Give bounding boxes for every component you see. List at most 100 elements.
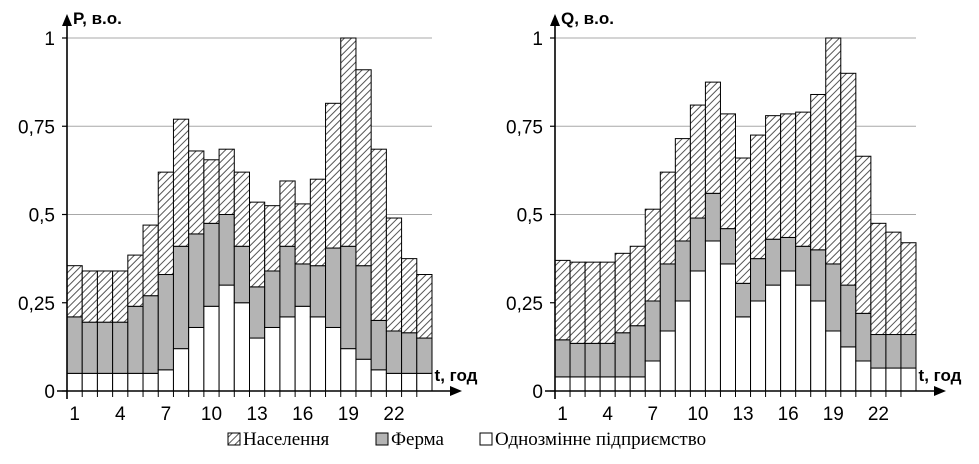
bar-enterprise-6 — [142, 372, 159, 392]
bar-farm-24 — [416, 337, 433, 374]
x-tick-label: 13 — [247, 404, 268, 425]
bar-enterprise-18 — [325, 326, 342, 392]
x-axis-label: t, год — [919, 366, 962, 385]
y-tick-label: 1 — [44, 29, 55, 50]
y-axis-arrow — [62, 14, 72, 26]
bar-population-3 — [96, 270, 114, 323]
bar-population-10 — [689, 104, 706, 219]
bar-enterprise-10 — [203, 305, 220, 392]
bar-enterprise-24 — [416, 372, 433, 392]
bar-farm-12 — [719, 228, 736, 265]
x-tick-label: 22 — [868, 404, 889, 425]
bar-enterprise-6 — [629, 376, 646, 392]
legend-label-population: Населення — [243, 429, 330, 450]
bar-enterprise-18 — [810, 300, 827, 392]
bar-farm-12 — [233, 245, 251, 304]
bar-farm-14 — [750, 258, 767, 302]
bar-population-12 — [233, 171, 251, 247]
bar-population-2 — [81, 270, 98, 323]
bar-population-15 — [765, 115, 782, 240]
x-tick-label: 22 — [383, 404, 404, 425]
bar-population-9 — [674, 138, 691, 242]
bar-population-18 — [325, 102, 342, 249]
x-tick-label: 4 — [115, 404, 126, 425]
legend-swatch-farm — [375, 432, 389, 446]
bar-enterprise-3 — [96, 372, 114, 392]
bar-population-20 — [355, 69, 372, 267]
bar-farm-6 — [142, 295, 159, 374]
y-tick-label: 1 — [532, 29, 543, 50]
bar-population-23 — [401, 258, 418, 334]
bar-farm-19 — [825, 263, 842, 332]
bar-population-8 — [172, 118, 190, 247]
bar-population-13 — [249, 201, 266, 288]
y-axis-label: Q, в.о. — [561, 9, 614, 28]
bar-population-22 — [870, 222, 887, 336]
bar-farm-18 — [810, 249, 827, 302]
bar-enterprise-16 — [294, 305, 311, 392]
x-axis-arrow — [450, 386, 462, 396]
bar-enterprise-21 — [370, 369, 387, 392]
bar-farm-11 — [218, 214, 235, 286]
bar-enterprise-21 — [855, 360, 872, 392]
bar-enterprise-19 — [825, 330, 842, 392]
bar-population-24 — [900, 242, 917, 336]
bar-farm-6 — [629, 325, 646, 378]
legend-swatch-enterprise — [479, 432, 493, 446]
bar-farm-3 — [584, 342, 601, 378]
bar-enterprise-2 — [81, 372, 98, 392]
bar-farm-23 — [401, 332, 418, 374]
bar-farm-5 — [614, 332, 631, 378]
bar-population-3 — [584, 261, 601, 344]
bar-population-15 — [279, 180, 296, 247]
bar-farm-9 — [674, 240, 691, 302]
bar-enterprise-3 — [584, 376, 601, 392]
bar-farm-1 — [66, 316, 83, 374]
bar-enterprise-10 — [689, 270, 706, 392]
bar-farm-16 — [780, 236, 797, 272]
x-tick-label: 16 — [292, 404, 313, 425]
bar-enterprise-7 — [157, 369, 174, 392]
bar-population-9 — [188, 150, 205, 235]
bar-farm-4 — [112, 321, 129, 374]
bar-population-11 — [218, 148, 235, 216]
bar-farm-13 — [735, 282, 752, 318]
bar-enterprise-22 — [870, 367, 887, 392]
bar-farm-3 — [96, 321, 114, 374]
bar-population-19 — [340, 37, 357, 247]
x-axis-label: t, год — [435, 366, 478, 385]
bar-enterprise-9 — [188, 326, 205, 392]
legend-label-farm: Ферма — [391, 429, 445, 450]
bar-enterprise-1 — [554, 376, 571, 392]
bar-farm-5 — [127, 305, 144, 374]
bar-farm-21 — [370, 319, 387, 371]
x-tick-label: 4 — [602, 404, 613, 425]
legend-label-enterprise: Однозмінне підприємство — [495, 429, 706, 450]
y-tick-label: 0,5 — [517, 206, 543, 227]
x-tick-label: 13 — [732, 404, 753, 425]
bar-enterprise-9 — [674, 300, 691, 392]
x-tick-label: 7 — [647, 404, 658, 425]
y-tick-label: 0 — [44, 382, 55, 403]
x-tick-label: 19 — [338, 404, 359, 425]
bar-population-13 — [735, 157, 752, 284]
bar-farm-20 — [355, 265, 372, 360]
bar-farm-16 — [294, 263, 311, 307]
bar-enterprise-1 — [66, 372, 83, 392]
bar-population-17 — [795, 111, 812, 247]
x-tick-label: 1 — [69, 404, 80, 425]
bar-farm-17 — [309, 265, 327, 318]
bar-population-23 — [885, 231, 902, 336]
bar-population-4 — [112, 270, 129, 323]
bar-enterprise-13 — [249, 337, 266, 392]
bar-farm-19 — [340, 245, 357, 350]
bar-enterprise-4 — [112, 372, 129, 392]
bar-enterprise-12 — [719, 263, 736, 392]
bar-population-1 — [66, 265, 83, 318]
bar-farm-21 — [855, 312, 872, 362]
legend: Населення Ферма Однозмінне підприємство — [227, 429, 706, 450]
bar-population-22 — [385, 217, 403, 332]
bar-population-8 — [659, 171, 676, 265]
bar-farm-7 — [157, 274, 174, 371]
